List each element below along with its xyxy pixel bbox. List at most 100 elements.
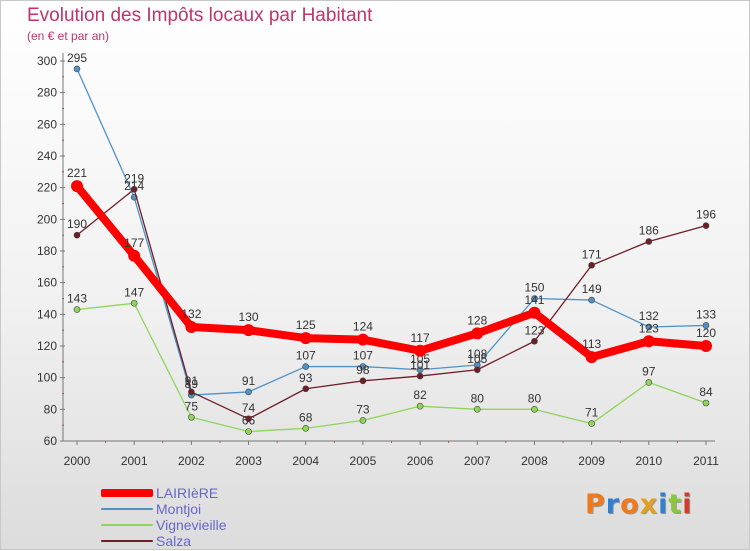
data-point <box>302 385 310 393</box>
data-label: 93 <box>299 371 313 385</box>
x-tick-label: 2003 <box>235 454 262 468</box>
data-label: 107 <box>353 349 373 363</box>
x-tick-label: 2009 <box>578 454 605 468</box>
y-tick-label: 220 <box>37 181 57 195</box>
data-label: 91 <box>185 374 199 388</box>
data-label: 68 <box>299 410 313 424</box>
data-point <box>359 417 367 424</box>
data-point <box>588 420 595 427</box>
data-label: 113 <box>582 337 601 351</box>
data-point <box>471 327 484 340</box>
data-label: 108 <box>467 347 487 361</box>
data-point <box>416 366 424 374</box>
data-point <box>702 399 710 407</box>
data-label: 98 <box>356 363 370 377</box>
data-point <box>588 261 595 269</box>
data-label: 143 <box>67 292 87 306</box>
data-point <box>359 363 367 370</box>
series-line <box>76 188 707 420</box>
data-label: 171 <box>582 247 602 261</box>
data-point <box>299 332 312 345</box>
data-point <box>245 415 252 423</box>
y-tick-label: 300 <box>37 54 57 68</box>
data-label: 133 <box>696 307 716 321</box>
data-point <box>188 413 195 421</box>
logo-letter: i <box>658 489 669 520</box>
data-point <box>356 333 369 346</box>
data-label: 124 <box>353 320 373 334</box>
data-label: 147 <box>124 285 144 299</box>
data-label: 132 <box>181 307 201 321</box>
legend-label: LAIRIèRE <box>156 485 219 501</box>
data-point <box>245 388 252 396</box>
data-point <box>702 222 710 229</box>
y-tick-label: 100 <box>37 371 57 385</box>
data-point <box>531 406 538 413</box>
data-point <box>645 379 653 386</box>
data-point <box>130 299 138 307</box>
logo-letter: i <box>682 489 693 520</box>
x-tick-label: 2007 <box>464 454 491 468</box>
x-tick-label: 2010 <box>635 454 662 468</box>
data-label: 91 <box>242 374 256 388</box>
data-label: 80 <box>471 391 485 405</box>
data-point <box>531 295 538 302</box>
data-label: 73 <box>356 402 370 416</box>
legend-swatch <box>101 508 153 510</box>
logo-letter: r <box>605 489 621 520</box>
data-label: 120 <box>696 326 716 340</box>
y-tick-label: 240 <box>37 149 57 163</box>
proxiti-logo: Proxiti <box>585 489 693 520</box>
data-point <box>528 306 541 319</box>
data-label: 186 <box>639 224 659 238</box>
data-label: 196 <box>696 208 716 222</box>
logo-letter: t <box>668 489 683 520</box>
data-label: 107 <box>296 349 316 363</box>
data-label: 123 <box>524 323 544 337</box>
data-point <box>700 340 712 352</box>
data-point <box>645 238 653 245</box>
data-label: 125 <box>296 318 316 332</box>
legend-label: Vignevieille <box>156 517 227 533</box>
y-tick-label: 120 <box>37 339 57 353</box>
series-line <box>76 68 707 396</box>
x-tick-label: 2002 <box>178 454 205 468</box>
y-tick-label: 140 <box>37 307 57 321</box>
y-tick-label: 160 <box>37 276 57 290</box>
data-label: 123 <box>639 321 659 335</box>
x-tick-label: 2000 <box>64 454 91 468</box>
data-point <box>645 323 653 331</box>
series-montjoi: 2952148991107107105108150149132133 <box>67 51 716 399</box>
data-point <box>302 363 310 370</box>
x-tick-label: 2006 <box>407 454 434 468</box>
y-tick-label: 180 <box>37 244 57 258</box>
series-vignevieille: 14314775666873828080719784 <box>67 285 713 435</box>
data-point <box>702 322 710 329</box>
data-label: 295 <box>67 51 87 65</box>
x-tick-label: 2008 <box>521 454 548 468</box>
data-label: 97 <box>642 364 656 378</box>
data-label: 150 <box>524 281 544 295</box>
data-point <box>416 372 424 380</box>
data-label: 105 <box>410 352 430 366</box>
chart-subtitle: (en € et par an) <box>27 29 110 43</box>
data-point <box>473 366 481 374</box>
data-label: 132 <box>639 309 659 323</box>
data-label: 75 <box>185 399 199 413</box>
logo-letter: o <box>620 489 640 520</box>
data-label: 221 <box>67 166 87 180</box>
data-point <box>73 306 81 313</box>
data-label: 177 <box>124 236 144 250</box>
data-label: 80 <box>528 391 542 405</box>
legend-label: Montjoi <box>156 501 202 517</box>
x-tick-label: 2001 <box>121 454 148 468</box>
data-label: 82 <box>413 388 427 402</box>
y-tick-label: 280 <box>37 86 57 100</box>
y-tick-label: 260 <box>37 117 57 131</box>
data-point <box>128 249 141 262</box>
chart-title: Evolution des Impôts locaux par Habitant <box>27 5 373 26</box>
data-point <box>73 231 81 239</box>
data-label: 101 <box>410 358 430 372</box>
